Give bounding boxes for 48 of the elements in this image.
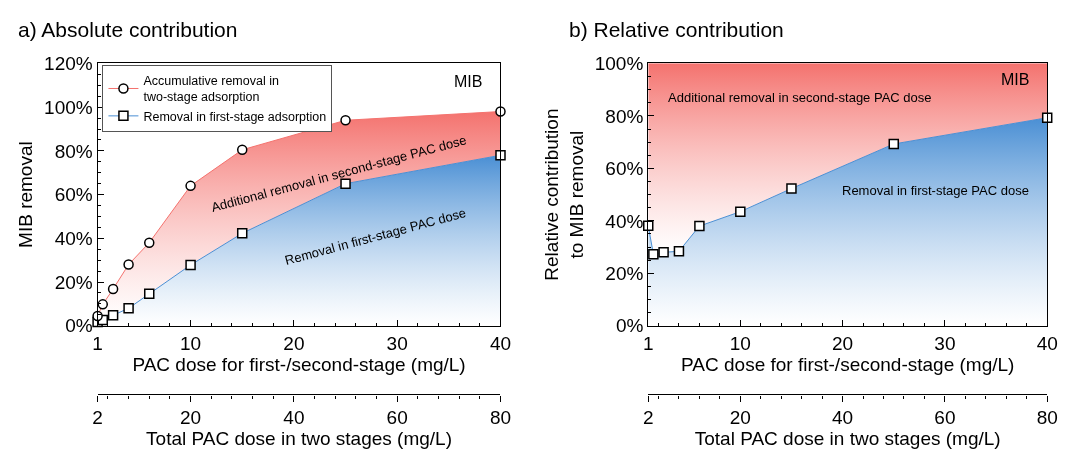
- y-tick-label: 60%: [54, 184, 93, 206]
- y-tick-label: 100%: [44, 96, 93, 118]
- y-tick-label: 0%: [615, 315, 644, 337]
- annotation: Removal in first-stage PAC dose: [283, 205, 468, 268]
- y-tick-label: 120%: [44, 53, 93, 75]
- x2-tick-label: 2: [642, 407, 654, 429]
- annotation: Removal in first-stage PAC dose: [842, 183, 1029, 198]
- annotation: MIB: [1001, 71, 1030, 88]
- x2-tick-label: 60: [386, 407, 408, 429]
- annotation: Additional removal in second-stage PAC dose: [668, 90, 932, 105]
- y-tick-label: 60%: [605, 158, 644, 180]
- x-tick-label: 40: [1036, 332, 1058, 354]
- y-tick-label: 40%: [605, 210, 644, 232]
- x2-tick-label: 20: [729, 407, 751, 429]
- y-tick-label: 80%: [605, 105, 644, 127]
- y-tick-label: 100%: [594, 53, 644, 75]
- chart-title: a) Absolute contribution: [18, 18, 238, 41]
- x2-tick-label: 2: [92, 407, 103, 429]
- x-tick-label: 10: [729, 332, 751, 354]
- x-axis-title: PAC dose for first-/second-stage (mg/L): [681, 353, 1015, 375]
- x2-tick-label: 80: [489, 407, 512, 429]
- legend-label: Removal in first-stage adsorption: [143, 109, 327, 124]
- x-tick-label: 30: [386, 332, 408, 354]
- x-tick-label: 30: [934, 332, 956, 354]
- x-tick-label: 1: [92, 332, 103, 354]
- y-tick-label: 20%: [605, 262, 644, 284]
- y-tick-label: 40%: [54, 227, 93, 249]
- y-tick-label: 80%: [54, 140, 93, 162]
- x-tick-label: 40: [489, 332, 512, 354]
- chart-title: b) Relative contribution: [569, 18, 784, 41]
- y-tick-label: 20%: [54, 271, 93, 293]
- x2-tick-label: 80: [1036, 407, 1058, 429]
- y-axis-title: Relative contribution to MIB removal: [540, 108, 587, 281]
- x2-tick-label: 60: [934, 407, 956, 429]
- x2-tick-label: 20: [180, 407, 202, 429]
- x-axis-title: PAC dose for first-/second-stage (mg/L): [132, 353, 466, 375]
- y-axis-title: MIB removal: [14, 141, 36, 248]
- x-tick-label: 10: [180, 332, 202, 354]
- x-tick-label: 20: [832, 332, 854, 354]
- x-tick-label: 1: [642, 332, 654, 354]
- x2-tick-label: 40: [283, 407, 305, 429]
- x2-axis-title: Total PAC dose in two stages (mg/L): [146, 428, 452, 450]
- y-tick-label: 0%: [65, 315, 93, 337]
- x2-tick-label: 40: [832, 407, 854, 429]
- legend-label: Accumulative removal in two-stage adsorption: [143, 74, 279, 105]
- x-tick-label: 20: [283, 332, 305, 354]
- x2-axis-title: Total PAC dose in two stages (mg/L): [694, 428, 1001, 450]
- annotation: MIB: [454, 73, 483, 90]
